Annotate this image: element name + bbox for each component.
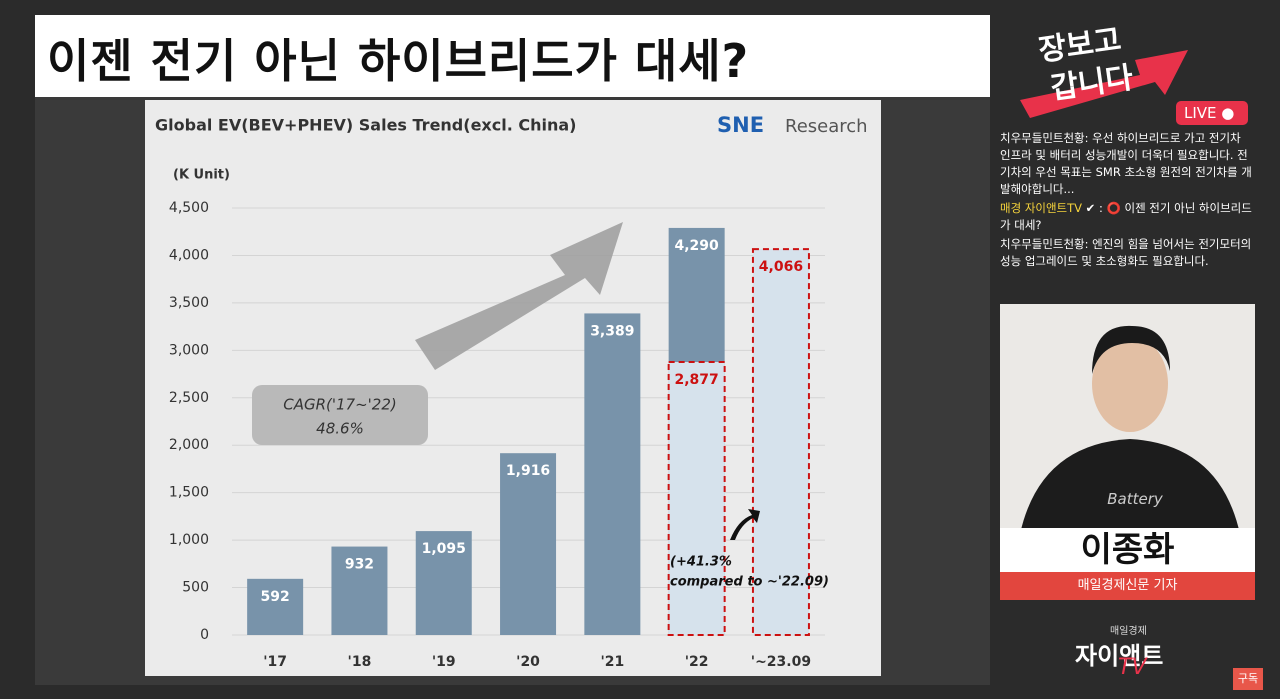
guest-figure: Battery (1020, 325, 1240, 534)
y-tick-label: 4,000 (169, 247, 209, 263)
growth: (+41.3% (670, 555, 732, 570)
role-strip: 매일경제신문 기자 (1000, 572, 1255, 600)
chat-text: 우선 하이브리드로 가고 전기차 인프라 및 배터리 성능개발이 더욱더 필요합… (1000, 131, 1252, 196)
y-tick-label: 3,500 (169, 295, 209, 311)
chat-message: 치우무들민트천황: 엔진의 힘을 넘어서는 전기모터의 성능 업그레이드 및 초… (1000, 236, 1252, 270)
value-label: 4,290 (675, 238, 720, 254)
y-tick-label: 4,500 (169, 200, 209, 216)
up-arrow (730, 509, 760, 540)
partial-bar (667, 361, 726, 636)
x-tick-label: '22 (685, 654, 709, 670)
y-tick-label: 0 (200, 627, 209, 643)
bar (584, 313, 641, 635)
chart-title: Global EV(BEV+PHEV) Sales Trend(excl. Ch… (155, 116, 576, 135)
y-tick-label: 3,000 (169, 342, 209, 358)
name-box: 이종화 (1000, 528, 1255, 572)
partial-bar (751, 248, 810, 637)
y-tick-label: 1,000 (169, 532, 209, 548)
partial-value-label: 4,066 (759, 259, 803, 275)
logo-arrow (1020, 50, 1188, 118)
y-tick-label: 1,500 (169, 485, 209, 501)
live-text: LIVE (1184, 104, 1217, 122)
chat-text: 이젠 전기 아닌 하이브리드가 대세? (1000, 201, 1252, 232)
bar (247, 578, 304, 635)
x-tick-label: '20 (516, 654, 540, 670)
chart: Global EV(BEV+PHEV) Sales Trend(excl. Ch… (145, 100, 881, 676)
value-label: 1,095 (422, 541, 466, 557)
x-tick-label: '21 (600, 654, 624, 670)
chat-user: 치우무들민트천황: (1000, 237, 1089, 251)
chat-text: 엔진의 힘을 넘어서는 전기모터의 성능 업그레이드 및 초소형화도 필요합니다… (1000, 237, 1252, 268)
subscribe-button[interactable]: 구독 (1233, 668, 1263, 690)
unit-label: (K Unit) (173, 168, 230, 183)
guest-video: Battery 이종화 매일경제신문 기자 (1000, 304, 1255, 600)
logo-mark: SNE (717, 113, 764, 137)
value-label: 1,916 (506, 463, 550, 479)
brand-name: 자이앤트 (1075, 642, 1164, 670)
value-label: 592 (261, 589, 290, 605)
chat-user: 매경 자이앤트TV (1000, 201, 1083, 215)
cagr-box (252, 385, 428, 445)
cagr-label: CAGR('17~'22) (283, 396, 396, 414)
value-label: 3,389 (590, 323, 634, 339)
channel-logo: 장보고 갑니다 (1020, 20, 1190, 120)
x-tick-label: '19 (432, 654, 456, 670)
logo-text: Research (785, 116, 868, 137)
svg-text:Battery: Battery (1107, 490, 1164, 508)
chat-message: 매경 자이앤트TV ✔ : ⭕ 이젠 전기 아닌 하이브리드가 대세? (1000, 201, 1252, 232)
y-tick-label: 500 (182, 580, 209, 596)
live-badge: LIVE ● (1176, 101, 1248, 125)
bar (415, 531, 472, 635)
bar (331, 546, 388, 635)
trend-arrow (415, 222, 623, 370)
chat-message: 치우무들민트천황: 우선 하이브리드로 가고 전기차 인프라 및 배터리 성능개… (1000, 130, 1252, 198)
chat-user: 치우무들민트천황: (1000, 131, 1089, 145)
growth-note: compared to ~'22.09) (670, 575, 829, 590)
headline: 이젠 전기 아닌 하이브리드가 대세? (47, 34, 750, 88)
chat: 치우무들민트천황: 우선 하이브리드로 가고 전기차 인프라 및 배터리 성능개… (1000, 130, 1252, 272)
x-tick-label: '~23.09 (751, 654, 811, 670)
y-tick-label: 2,000 (169, 437, 209, 453)
partial-value-label: 2,877 (675, 372, 719, 388)
bar (500, 453, 557, 635)
x-tick-label: '17 (263, 654, 287, 670)
brand-tv: TV (1118, 655, 1147, 680)
x-tick-label: '18 (348, 654, 372, 670)
y-tick-label: 2,500 (169, 390, 209, 406)
brand-top: 매일경제 (1110, 626, 1147, 637)
value-label: 932 (345, 557, 374, 573)
cagr-value: 48.6% (316, 420, 364, 438)
